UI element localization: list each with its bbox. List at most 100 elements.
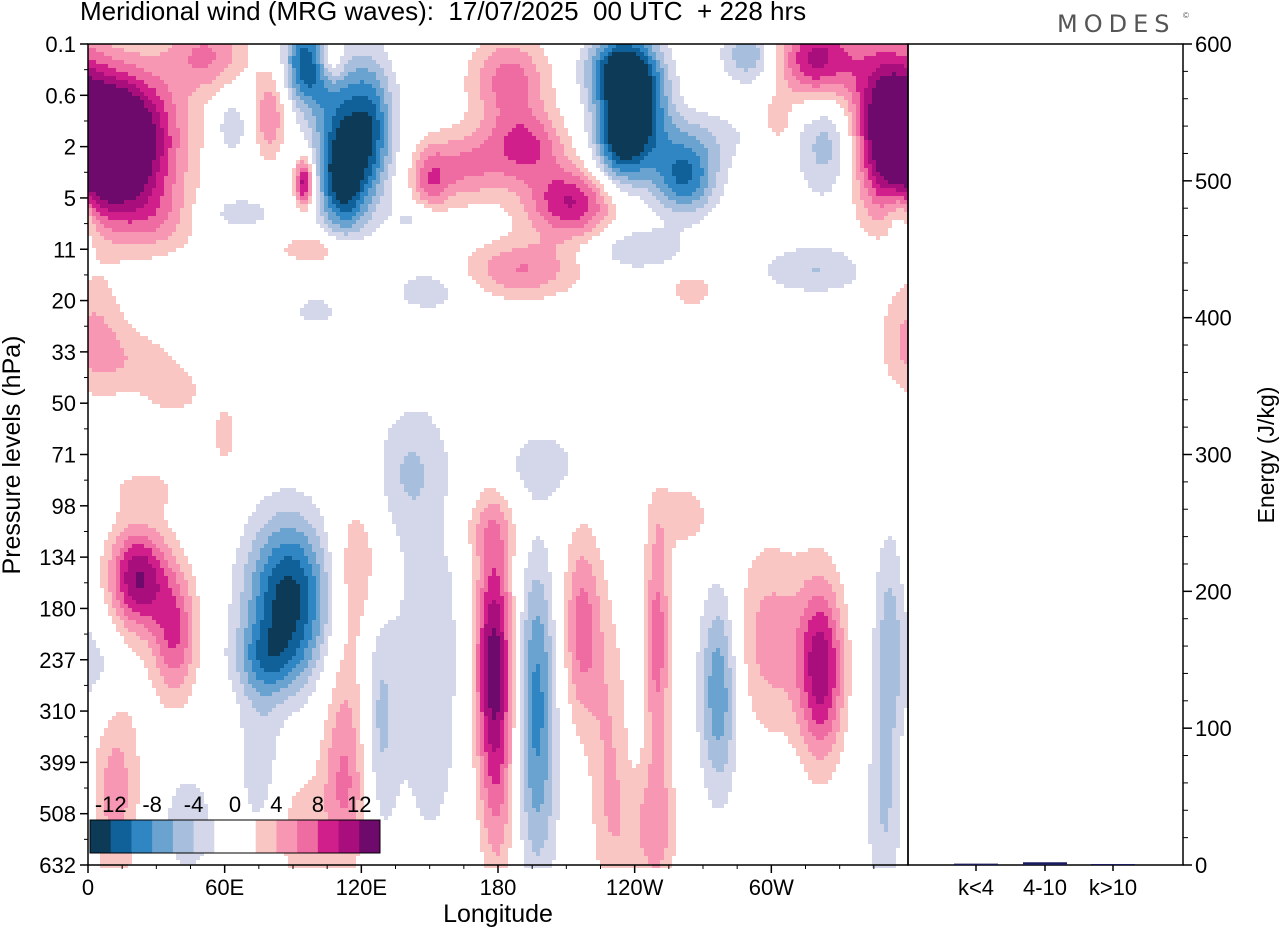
heatmap-cell xyxy=(508,560,512,564)
heatmap-cell xyxy=(824,636,832,640)
heatmap-cell xyxy=(380,200,392,204)
heatmap-cell xyxy=(644,708,648,712)
heatmap-cell xyxy=(604,152,612,156)
heatmap-cell xyxy=(816,152,832,156)
heatmap-cell xyxy=(176,180,184,184)
heatmap-cell xyxy=(796,672,804,676)
heatmap-cell xyxy=(296,160,300,164)
heatmap-cell xyxy=(488,680,500,684)
heatmap-cell xyxy=(832,148,840,152)
heatmap-cell xyxy=(700,748,708,752)
heatmap-cell xyxy=(816,140,832,144)
heatmap-cell xyxy=(656,184,668,188)
heatmap-cell xyxy=(372,720,376,724)
heatmap-cell xyxy=(320,212,328,216)
heatmap-cell xyxy=(320,208,324,212)
heatmap-cell xyxy=(116,68,144,72)
heatmap-cell xyxy=(276,592,300,596)
heatmap-cell xyxy=(220,412,228,416)
heatmap-cell xyxy=(484,568,492,572)
heatmap-cell xyxy=(648,648,652,652)
heatmap-cell xyxy=(856,76,868,80)
heatmap-cell xyxy=(484,620,488,624)
heatmap-cell xyxy=(308,612,316,616)
heatmap-cell xyxy=(720,52,732,56)
heatmap-cell xyxy=(300,612,308,616)
heatmap-cell xyxy=(272,708,300,712)
heatmap-cell xyxy=(672,172,692,176)
heatmap-cell xyxy=(512,128,528,132)
heatmap-cell xyxy=(520,636,524,640)
heatmap-cell xyxy=(256,84,276,88)
heatmap-cell xyxy=(512,612,516,616)
heatmap-cell xyxy=(236,632,244,636)
heatmap-cell xyxy=(532,548,548,552)
heatmap-cell xyxy=(504,704,508,708)
heatmap-cell xyxy=(472,740,476,744)
heatmap-cell xyxy=(644,724,652,728)
heatmap-cell xyxy=(88,228,96,232)
heatmap-cell xyxy=(300,188,308,192)
heatmap-cell xyxy=(172,92,192,96)
heatmap-cell xyxy=(556,156,568,160)
heatmap-cell xyxy=(704,728,712,732)
heatmap-cell xyxy=(108,604,112,608)
heatmap-cell xyxy=(564,596,572,600)
heatmap-cell xyxy=(724,664,728,668)
heatmap-cell xyxy=(344,648,356,652)
heatmap-cell xyxy=(244,640,252,644)
heatmap-cell xyxy=(720,648,728,652)
heatmap-cell xyxy=(900,336,908,340)
heatmap-cell xyxy=(384,624,456,628)
heatmap-cell xyxy=(568,672,572,676)
heatmap-cell xyxy=(372,764,452,768)
heatmap-cell xyxy=(408,180,416,184)
heatmap-cell xyxy=(500,688,504,692)
heatmap-cell xyxy=(404,572,452,576)
heatmap-cell xyxy=(112,44,172,48)
heatmap-cell xyxy=(512,608,516,612)
heatmap-cell xyxy=(388,508,444,512)
heatmap-cell xyxy=(324,552,332,556)
heatmap-cell xyxy=(116,576,120,580)
heatmap-cell xyxy=(880,76,908,80)
heatmap-cell xyxy=(664,124,676,128)
heatmap-cell xyxy=(812,596,824,600)
heatmap-cell xyxy=(768,112,788,116)
heatmap-cell xyxy=(404,484,424,488)
heatmap-cell xyxy=(812,636,824,640)
heatmap-cell xyxy=(560,216,580,220)
heatmap-cell xyxy=(904,220,908,224)
heatmap-cell xyxy=(608,148,612,152)
heatmap-cell xyxy=(648,696,664,700)
heatmap-cell xyxy=(352,720,360,724)
heatmap-cell xyxy=(800,724,808,728)
heatmap-cell xyxy=(720,156,732,160)
heatmap-cell xyxy=(652,44,660,48)
heatmap-cell xyxy=(576,648,592,652)
heatmap-cell xyxy=(652,564,664,568)
heatmap-cell xyxy=(856,172,864,176)
heatmap-cell xyxy=(256,532,272,536)
heatmap-cell xyxy=(596,580,608,584)
heatmap-cell xyxy=(856,212,868,216)
heatmap-cell xyxy=(612,176,628,180)
heatmap-cell xyxy=(172,188,184,192)
heatmap-cell xyxy=(708,676,724,680)
heatmap-cell xyxy=(644,624,648,628)
heatmap-cell xyxy=(188,580,196,584)
heatmap-cell xyxy=(284,648,296,652)
heatmap-cell xyxy=(816,160,828,164)
heatmap-cell xyxy=(300,196,308,200)
heatmap-cell xyxy=(728,660,736,664)
heatmap-cell xyxy=(520,708,524,712)
heatmap-cell xyxy=(112,556,116,560)
heatmap-cell xyxy=(88,680,96,684)
heatmap-cell xyxy=(896,292,908,296)
heatmap-cell xyxy=(480,72,496,76)
heatmap-cell xyxy=(884,216,908,220)
heatmap-cell xyxy=(596,152,600,156)
heatmap-cell xyxy=(528,216,544,220)
heatmap-cell xyxy=(484,652,488,656)
heatmap-cell xyxy=(292,104,296,108)
